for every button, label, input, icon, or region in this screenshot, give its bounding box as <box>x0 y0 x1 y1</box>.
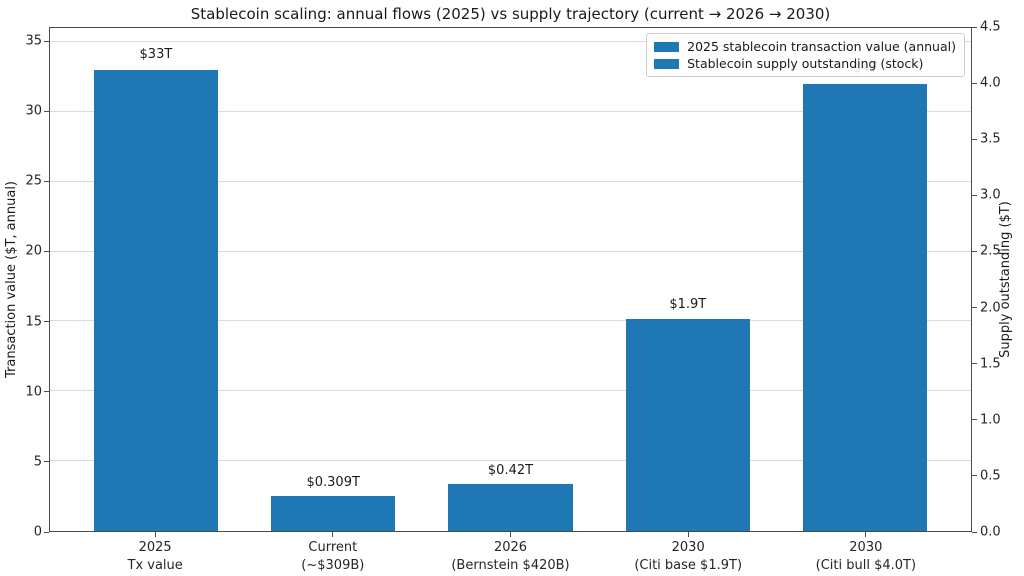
left-axis-tick-mark <box>44 250 49 252</box>
right-axis-tick-mark <box>972 363 977 365</box>
right-axis-tick-label: 2.5 <box>980 243 1001 259</box>
legend-swatch-icon <box>654 58 680 69</box>
gridline <box>50 390 971 392</box>
x-axis-tick-label-line: 2026 <box>493 540 528 555</box>
legend-item: 2025 stablecoin transaction value (annua… <box>654 38 956 55</box>
right-axis-tick-mark <box>972 194 977 196</box>
x-axis-tick-mark <box>154 532 156 537</box>
plot-area: $33T$0.309T$0.42T$1.9T$4T 2025 stablecoi… <box>49 27 972 532</box>
left-axis-tick-mark <box>44 110 49 112</box>
x-axis-tick-label-line: 2030 <box>671 540 705 555</box>
legend-item-label: Stablecoin supply outstanding (stock) <box>687 56 924 71</box>
right-axis-title: Supply outstanding ($T) <box>998 201 1013 358</box>
left-axis-tick-label: 30 <box>25 103 42 119</box>
right-axis-tick-mark <box>972 307 977 309</box>
gridline <box>50 40 971 42</box>
right-axis-tick-mark <box>972 26 977 28</box>
x-axis-tick-label: 2025 Tx value <box>128 539 183 574</box>
left-axis-tick-mark <box>44 40 49 42</box>
x-axis-tick-label-line: Tx value <box>127 557 183 573</box>
left-axis-tick-label: 10 <box>25 384 42 400</box>
x-axis-tick-label-line: Current <box>308 540 358 555</box>
x-axis-tick-label-line: 2025 <box>138 540 172 555</box>
bar-value-label: $33T <box>139 47 173 63</box>
left-axis-tick-mark <box>44 461 49 463</box>
gridline <box>50 320 971 322</box>
legend: 2025 stablecoin transaction value (annua… <box>646 33 965 77</box>
x-axis-tick-label: Current (~$309B) <box>301 539 364 574</box>
bar <box>625 318 750 531</box>
right-axis-tick-mark <box>972 475 977 477</box>
right-axis-tick-label: 1.5 <box>980 356 1001 372</box>
left-axis-tick-mark <box>44 180 49 182</box>
right-axis-tick-mark <box>972 250 977 252</box>
x-axis-tick-label: 2026 (Bernstein $420B) <box>451 539 569 574</box>
gridline <box>50 110 971 112</box>
bar <box>448 484 573 531</box>
right-axis-tick-mark <box>972 82 977 84</box>
x-axis-tick-mark <box>687 532 689 537</box>
left-axis-tick-mark <box>44 531 49 533</box>
bar <box>93 69 219 531</box>
right-axis-tick-label: 1.0 <box>980 412 1001 428</box>
right-axis-tick-mark <box>972 419 977 421</box>
x-axis-tick-label: 2030 (Citi bull $4.0T) <box>816 539 916 574</box>
x-axis-tick-label-line: (Bernstein $420B) <box>451 557 570 573</box>
x-axis-tick-label-line: (~$309B) <box>301 557 365 573</box>
x-axis-tick-mark <box>510 532 511 537</box>
right-axis-tick-label: 3.5 <box>980 131 1001 147</box>
right-axis-tick-label: 0.0 <box>980 524 1001 540</box>
left-axis-tick-label: 0 <box>33 524 42 540</box>
right-axis-tick-label: 0.5 <box>980 468 1001 484</box>
left-axis-tick-label: 15 <box>25 314 42 330</box>
x-axis-tick-mark <box>865 532 867 537</box>
x-axis-tick-label-line: (Citi base $1.9T) <box>634 557 743 573</box>
right-axis-tick-mark <box>972 531 977 533</box>
right-axis-tick-label: 4.5 <box>980 19 1001 35</box>
right-axis-tick-label: 2.0 <box>980 300 1001 316</box>
left-axis-tick-mark <box>44 391 49 393</box>
right-axis-tick-label: 4.0 <box>980 75 1001 91</box>
right-axis-tick-mark <box>972 138 977 140</box>
left-axis-tick-label: 25 <box>25 173 42 189</box>
bar-value-label: $1.9T <box>669 296 707 312</box>
x-axis-tick-label-line: (Citi bull $4.0T) <box>815 557 917 573</box>
x-axis-tick-label-line: 2030 <box>849 540 883 555</box>
gridline <box>50 180 971 182</box>
legend-swatch-icon <box>654 41 680 52</box>
left-axis-tick-label: 35 <box>25 33 42 49</box>
legend-item-label: 2025 stablecoin transaction value (annua… <box>687 39 956 54</box>
gridline <box>50 250 971 252</box>
bar-value-label: $0.42T <box>487 462 534 478</box>
bar-value-label: $0.309T <box>306 475 360 491</box>
chart-title: Stablecoin scaling: annual flows (2025) … <box>190 5 831 23</box>
legend-item: Stablecoin supply outstanding (stock) <box>654 55 956 72</box>
bar <box>802 83 928 531</box>
bar <box>271 496 396 531</box>
x-axis-tick-mark <box>332 532 334 537</box>
right-axis-tick-label: 3.0 <box>980 187 1001 203</box>
x-axis-tick-label: 2030 (Citi base $1.9T) <box>634 539 742 574</box>
gridline <box>50 460 971 462</box>
left-axis-tick-label: 20 <box>25 243 42 259</box>
left-axis-tick-label: 5 <box>33 454 42 470</box>
left-axis-tick-mark <box>44 321 49 323</box>
